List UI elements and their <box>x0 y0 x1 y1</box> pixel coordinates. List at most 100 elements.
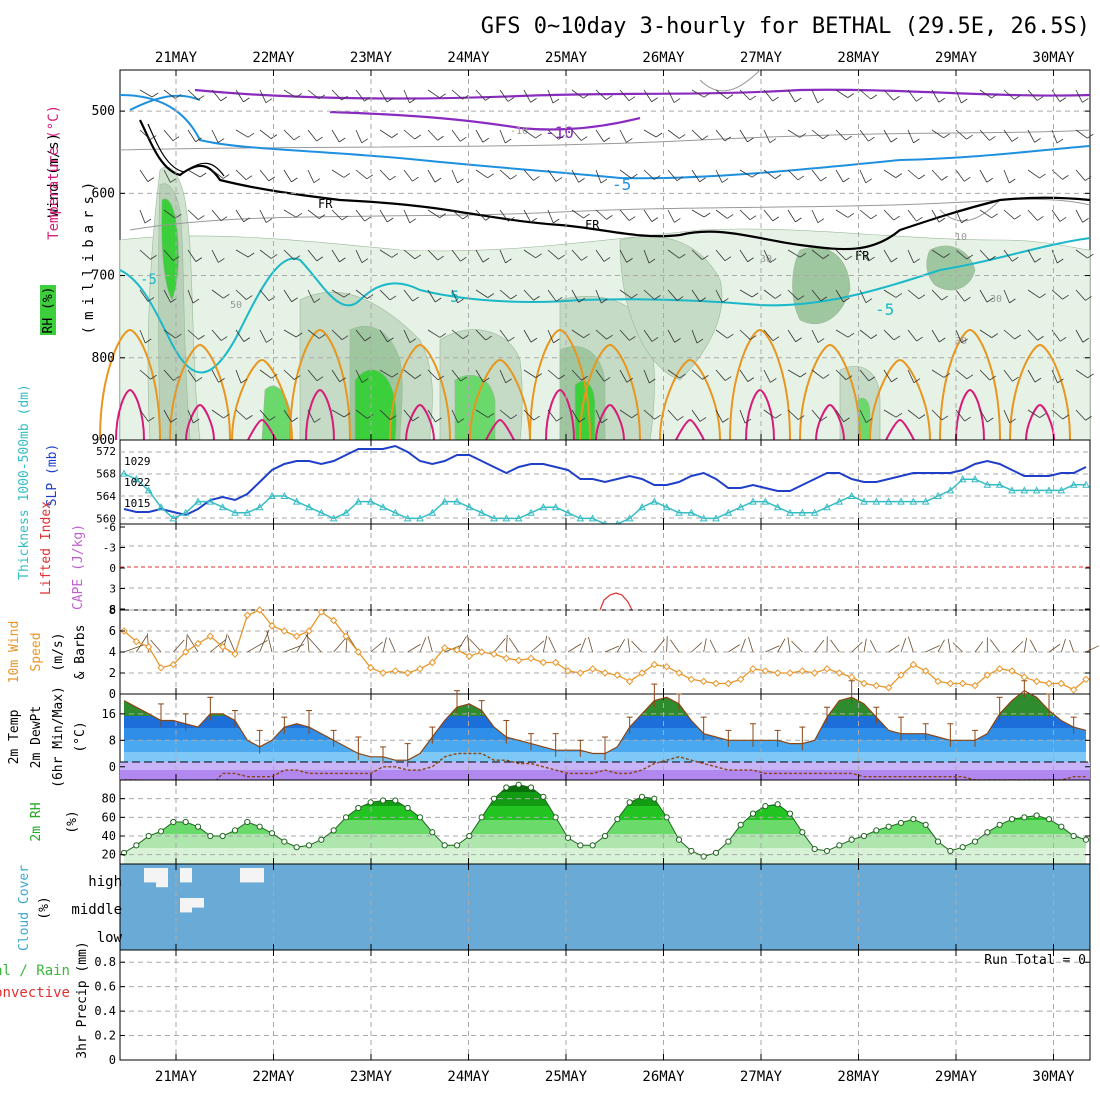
wind-barb-feather <box>510 174 517 180</box>
wind-barb-feather <box>989 375 996 381</box>
wind-marker <box>786 669 794 677</box>
wind-barb-feather <box>243 217 250 223</box>
wind10m-barb <box>631 640 643 653</box>
wind-barb-feather <box>391 133 398 138</box>
wind-barb-feather <box>555 177 563 182</box>
wind-barb-staff <box>643 289 655 300</box>
bottom-date-label: 21MAY <box>155 1069 198 1085</box>
wind-marker <box>588 665 597 673</box>
wind-barb-feather <box>197 95 205 101</box>
warm-isotherm-loop <box>469 358 531 441</box>
wind-barb-feather <box>724 136 732 142</box>
wind-barb-staff <box>547 289 557 302</box>
wind-barb-staff <box>883 289 897 298</box>
wind-barb-staff <box>235 409 247 420</box>
wind-barb-staff <box>595 89 607 100</box>
wind-barb-staff <box>739 249 748 262</box>
rh-marker <box>811 845 818 853</box>
wind-barb-staff <box>979 169 988 183</box>
cape-grid <box>120 524 1090 610</box>
wind-barb-staff <box>307 369 318 381</box>
thickness-marker <box>1045 486 1053 494</box>
wind-barb-staff <box>259 169 270 182</box>
wind-barb-staff <box>427 169 436 183</box>
wind-barb-feather <box>439 333 447 338</box>
wind-barb-feather <box>775 413 782 419</box>
label-minus-5-b: -5 <box>875 300 894 319</box>
wind-barb-staff <box>739 369 749 382</box>
thickness-marker <box>477 508 486 516</box>
wind-barb-feather <box>439 213 446 218</box>
wind-barb-feather <box>558 254 565 260</box>
axis-tick-label: 8 <box>109 733 116 747</box>
label-fr-1: FR <box>318 197 333 211</box>
wind-barb-staff <box>619 169 632 179</box>
wind-barb-staff <box>691 369 703 380</box>
ylabel-thickness: Thickness 1000-500mb (dm) <box>17 384 32 580</box>
warm-isotherm-loop <box>289 328 351 441</box>
wind-marker <box>576 669 585 677</box>
axis-tick-label: 20 <box>102 848 116 862</box>
wind-barb-staff <box>355 209 365 222</box>
wind-marker <box>662 662 671 671</box>
wind-barb-feather <box>822 134 830 140</box>
wind-barb-staff <box>379 129 392 138</box>
wind-marker <box>909 660 918 669</box>
wind-barb-feather <box>798 415 805 420</box>
wind10m-barb <box>444 644 463 653</box>
wind-barb-feather <box>387 337 394 343</box>
wind-barb-feather <box>696 338 704 344</box>
wind-barb-staff <box>763 369 771 383</box>
wind-barb-feather <box>487 173 494 179</box>
thickness-marker <box>1020 486 1029 494</box>
wind-barb-staff <box>403 249 416 260</box>
wind10m-barb <box>947 638 951 653</box>
wind10m-barb <box>888 644 900 653</box>
wind-barb-staff <box>331 369 340 382</box>
rh-marker <box>786 810 794 817</box>
wind-barb-feather <box>1039 293 1046 299</box>
wind-barb-staff <box>547 249 559 260</box>
wind-barb-staff <box>715 369 726 381</box>
wind-barb-staff <box>547 329 554 344</box>
wind10m-barb <box>508 637 519 653</box>
slp-series-line <box>123 444 1087 517</box>
wind-barb-staff <box>451 369 461 382</box>
wind-barb-feather <box>751 292 759 298</box>
thickness-marker <box>983 480 992 488</box>
wind-barb-staff <box>643 329 653 342</box>
wind-barb-feather <box>578 417 586 423</box>
rh-marker <box>305 842 313 849</box>
wind-barb-staff <box>763 169 776 179</box>
wind-barb-staff <box>451 169 458 184</box>
ylabel-wind-a: 10m Wind <box>7 621 22 684</box>
wind-marker <box>724 679 733 688</box>
wind-barb-staff <box>1003 409 1011 423</box>
wind-barb-feather <box>535 373 542 378</box>
wind-barb-feather <box>847 213 855 218</box>
wind-barb-feather <box>533 415 540 421</box>
wind-marker <box>132 637 141 646</box>
wind-barb-feather <box>843 297 850 303</box>
wind-barb-staff <box>907 409 920 419</box>
wind-barb-staff <box>379 409 391 421</box>
thickness-marker <box>810 508 819 516</box>
wind-barb-feather <box>1009 298 1016 304</box>
wind-barb-staff <box>259 289 270 301</box>
thickness-marker <box>366 497 375 505</box>
wind-barb-feather <box>148 416 155 422</box>
wind-barb-feather <box>964 296 971 302</box>
thickness-marker <box>638 503 646 511</box>
wind-barb-staff <box>355 369 363 383</box>
wind-barb-staff <box>1027 369 1036 383</box>
wind-barb-staff <box>619 209 630 221</box>
wind-barb-staff <box>1003 129 1013 142</box>
rh-marker <box>564 834 572 841</box>
cloud-high-block <box>156 868 168 888</box>
wind-barb-staff <box>979 409 988 423</box>
axis-tick-label: 2 <box>109 666 116 680</box>
ylabel-wind-units: (m/s) <box>51 632 66 671</box>
ylabel-rh-a: 2m RH <box>29 802 44 841</box>
wind-barb-staff <box>139 129 151 140</box>
